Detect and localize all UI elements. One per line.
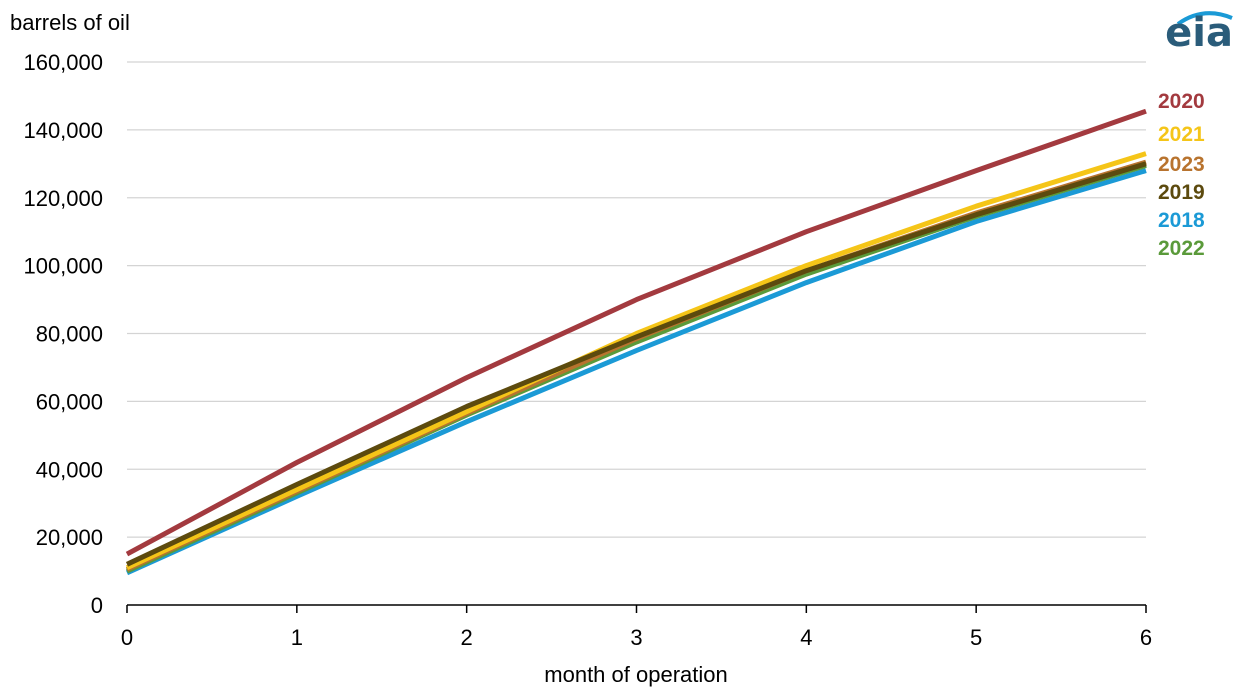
series-line-2019 <box>125 161 1147 567</box>
y-tick-label: 80,000 <box>36 322 103 347</box>
series-line-2023 <box>125 159 1147 572</box>
legend-label-2019: 2019 <box>1158 181 1205 204</box>
y-tick-label: 60,000 <box>36 389 103 414</box>
legend-label-2018: 2018 <box>1158 209 1205 232</box>
x-tick-label: 6 <box>1140 625 1152 650</box>
y-tick-label: 100,000 <box>23 254 103 279</box>
legend-label-2021: 2021 <box>1158 123 1205 146</box>
x-tick-label: 0 <box>121 625 133 650</box>
series-line-2022 <box>125 163 1147 574</box>
legend-label-2020: 2020 <box>1158 90 1205 113</box>
x-tick-label: 1 <box>291 625 303 650</box>
legend-label-2023: 2023 <box>1158 153 1205 176</box>
y-axis-title: barrels of oil <box>10 10 130 35</box>
legend: 2020 2021 2023 2019 2018 2022 <box>1158 90 1205 260</box>
y-tick-label: 140,000 <box>23 118 103 143</box>
logo-text: eia <box>1165 10 1233 56</box>
y-tick-label: 40,000 <box>36 457 103 482</box>
series-line-2021 <box>125 151 1147 570</box>
y-tick-label: 0 <box>91 593 103 618</box>
y-tick-label: 120,000 <box>23 186 103 211</box>
x-tick-label: 4 <box>800 625 812 650</box>
eia-logo: eia <box>1165 10 1233 56</box>
x-tick-label: 3 <box>630 625 642 650</box>
axes: 0 20,000 40,000 60,000 80,000 100,000 120,000 1… <box>23 50 1152 650</box>
grid-lines <box>127 61 1146 538</box>
series-lines <box>125 108 1147 576</box>
y-tick-label: 160,000 <box>23 50 103 75</box>
logo-swoosh <box>1176 11 1233 26</box>
legend-label-2022: 2022 <box>1158 237 1205 260</box>
y-tick-label: 20,000 <box>36 525 103 550</box>
series-line-2020 <box>125 108 1147 557</box>
x-tick-label: 2 <box>461 625 473 650</box>
series-line-2018 <box>125 168 1147 576</box>
x-axis-title: month of operation <box>544 662 727 687</box>
x-tick-label: 5 <box>970 625 982 650</box>
